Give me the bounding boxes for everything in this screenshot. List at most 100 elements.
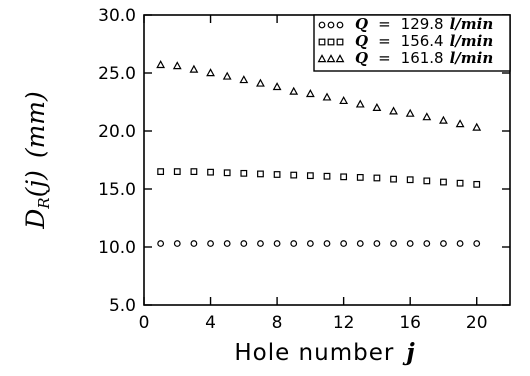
data-point-circle	[240, 240, 248, 247]
data-point-triangle	[256, 78, 265, 87]
data-point-triangle	[372, 102, 382, 112]
data-point-triangle	[305, 89, 315, 98]
data-point-square	[240, 169, 248, 177]
y-axis-label-sub: R	[35, 197, 53, 209]
data-series	[156, 60, 482, 247]
data-point-circle	[323, 240, 331, 247]
data-point-triangle	[389, 106, 398, 115]
data-point-circle	[473, 240, 481, 247]
legend-unit: l/min	[450, 32, 494, 50]
data-point-circle	[356, 240, 364, 247]
data-point-square	[257, 170, 264, 178]
series-circle	[157, 240, 481, 247]
y-axis-label-arg: (j)	[21, 170, 50, 197]
legend-var: Q	[355, 15, 368, 33]
x-axis-label-var: j	[402, 339, 415, 366]
legend-marker-square	[336, 38, 344, 46]
data-point-circle	[306, 240, 314, 247]
x-tick-label: 4	[205, 313, 216, 333]
legend-entry-square: Q = 156.4 l/min	[318, 32, 493, 50]
data-point-square	[273, 171, 281, 178]
legend-marker-square	[318, 38, 326, 46]
x-axis-label: Hole number j	[234, 339, 415, 366]
data-point-circle	[440, 240, 447, 247]
y-tick-label: 30.0	[98, 6, 136, 26]
series-triangle	[156, 60, 482, 131]
y-tick-label: 5.0	[109, 296, 136, 316]
data-point-circle	[157, 240, 165, 247]
legend-entry-triangle: Q = 161.8 l/min	[317, 49, 493, 67]
legend-value: 129.8	[401, 15, 444, 33]
x-tick-label: 20	[466, 313, 488, 333]
legend-marker-square	[327, 38, 335, 46]
data-point-circle	[340, 240, 348, 247]
x-tick-label: 12	[333, 313, 355, 333]
data-point-circle	[223, 240, 231, 247]
data-point-circle	[373, 240, 381, 247]
x-tick-label: 16	[399, 313, 421, 333]
data-point-triangle	[206, 68, 215, 77]
x-tick-label: 8	[272, 313, 283, 333]
data-point-triangle	[422, 112, 432, 121]
y-axis-label: DR(j) (mm)	[21, 91, 53, 230]
data-point-square	[173, 168, 181, 176]
data-point-square	[356, 174, 364, 181]
legend-var: Q	[355, 49, 368, 67]
legend-marker-circle	[327, 21, 335, 29]
data-point-square	[190, 168, 198, 176]
data-point-square	[323, 172, 331, 180]
legend-entry-circle: Q = 129.8 l/min	[318, 15, 493, 33]
y-tick-label: 10.0	[98, 238, 136, 258]
legend-marker-triangle	[335, 54, 345, 63]
data-point-square	[473, 180, 481, 188]
data-point-triangle	[405, 108, 415, 117]
data-point-circle	[207, 240, 214, 247]
data-point-triangle	[289, 86, 299, 95]
data-point-square	[456, 179, 464, 187]
legend-box	[313, 14, 511, 72]
data-point-circle	[290, 240, 298, 247]
data-point-triangle	[322, 92, 332, 101]
legend-eq: =	[378, 32, 391, 50]
legend-eq: =	[378, 49, 391, 67]
legend-var: Q	[355, 32, 368, 50]
legend: Q = 129.8 l/min Q = 156.4 l/min Q = 161.8 l/min	[313, 14, 511, 72]
y-tick-label: 15.0	[98, 180, 136, 200]
legend-unit: l/min	[450, 15, 494, 33]
data-point-square	[406, 176, 414, 184]
y-axis: 5.0 10.0 15.0 20.0 25.0 30.0	[98, 6, 510, 316]
data-point-square	[306, 172, 314, 180]
data-point-circle	[456, 240, 464, 247]
data-point-triangle	[156, 60, 166, 69]
data-point-triangle	[239, 75, 249, 84]
data-point-square	[390, 175, 397, 183]
legend-label: Q = 156.4 l/min	[355, 32, 493, 50]
data-point-triangle	[339, 95, 349, 105]
data-point-triangle	[272, 82, 282, 91]
data-point-circle	[257, 240, 264, 247]
legend-unit: l/min	[450, 49, 494, 67]
legend-label: Q = 161.8 l/min	[355, 49, 493, 67]
data-point-square	[223, 169, 231, 177]
series-square	[157, 168, 481, 188]
data-point-square	[373, 174, 381, 182]
data-point-triangle	[472, 122, 482, 131]
y-tick-label: 25.0	[98, 64, 136, 84]
x-tick-label: 0	[139, 313, 150, 333]
data-point-circle	[273, 240, 281, 247]
data-point-triangle	[439, 115, 448, 124]
y-axis-label-var: D	[21, 209, 50, 230]
legend-marker-triangle	[326, 54, 336, 63]
data-point-triangle	[172, 61, 182, 70]
legend-value: 161.8	[401, 49, 444, 67]
data-point-square	[423, 177, 431, 185]
legend-label: Q = 129.8 l/min	[355, 15, 493, 33]
y-tick-label: 20.0	[98, 122, 136, 142]
data-point-triangle	[455, 119, 465, 128]
data-point-circle	[390, 240, 397, 247]
data-point-square	[290, 171, 298, 179]
data-point-circle	[173, 240, 181, 247]
y-axis-label-unit: (mm)	[21, 91, 50, 158]
data-point-triangle	[355, 99, 365, 108]
